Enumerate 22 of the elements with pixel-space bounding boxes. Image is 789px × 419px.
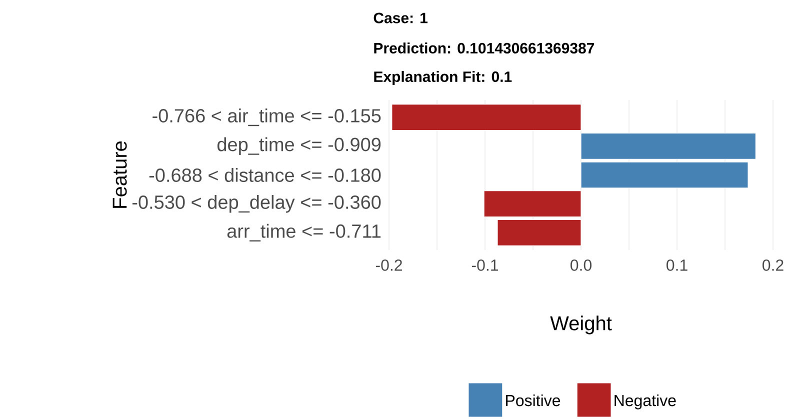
bar (497, 219, 582, 246)
x-axis-title: Weight (550, 316, 612, 334)
x-tick-label: 0.0 (570, 259, 592, 271)
x-tick-label: 0.1 (666, 259, 688, 271)
y-tick-label: -0.530 < dep_delay <= -0.360 (132, 194, 381, 213)
chart-subtitle: Prediction: 0.101430661369387 (374, 42, 594, 54)
bar (392, 104, 582, 130)
legend-label: Positive (506, 394, 560, 406)
chart-title: Case: 1 (374, 12, 428, 24)
bar (484, 190, 582, 217)
text: Explanation Fit: 0.1 (374, 70, 512, 85)
bar (580, 132, 756, 160)
y-tick-label: -0.766 < air_time <= -0.155 (152, 108, 381, 126)
legend-label: Negative (614, 394, 676, 410)
y-tick-label: -0.688 < distance <= -0.180 (149, 168, 381, 182)
y-tick-label: arr_time <= -0.711 (227, 224, 381, 242)
bar (580, 162, 748, 188)
x-tick-label: -0.2 (376, 259, 402, 271)
x-tick-label: 0.2 (762, 259, 784, 271)
x-tick-label: -0.1 (472, 259, 498, 271)
y-tick-label: dep_time <= -0.909 (217, 137, 381, 155)
y-axis-title: Feature (112, 141, 127, 208)
